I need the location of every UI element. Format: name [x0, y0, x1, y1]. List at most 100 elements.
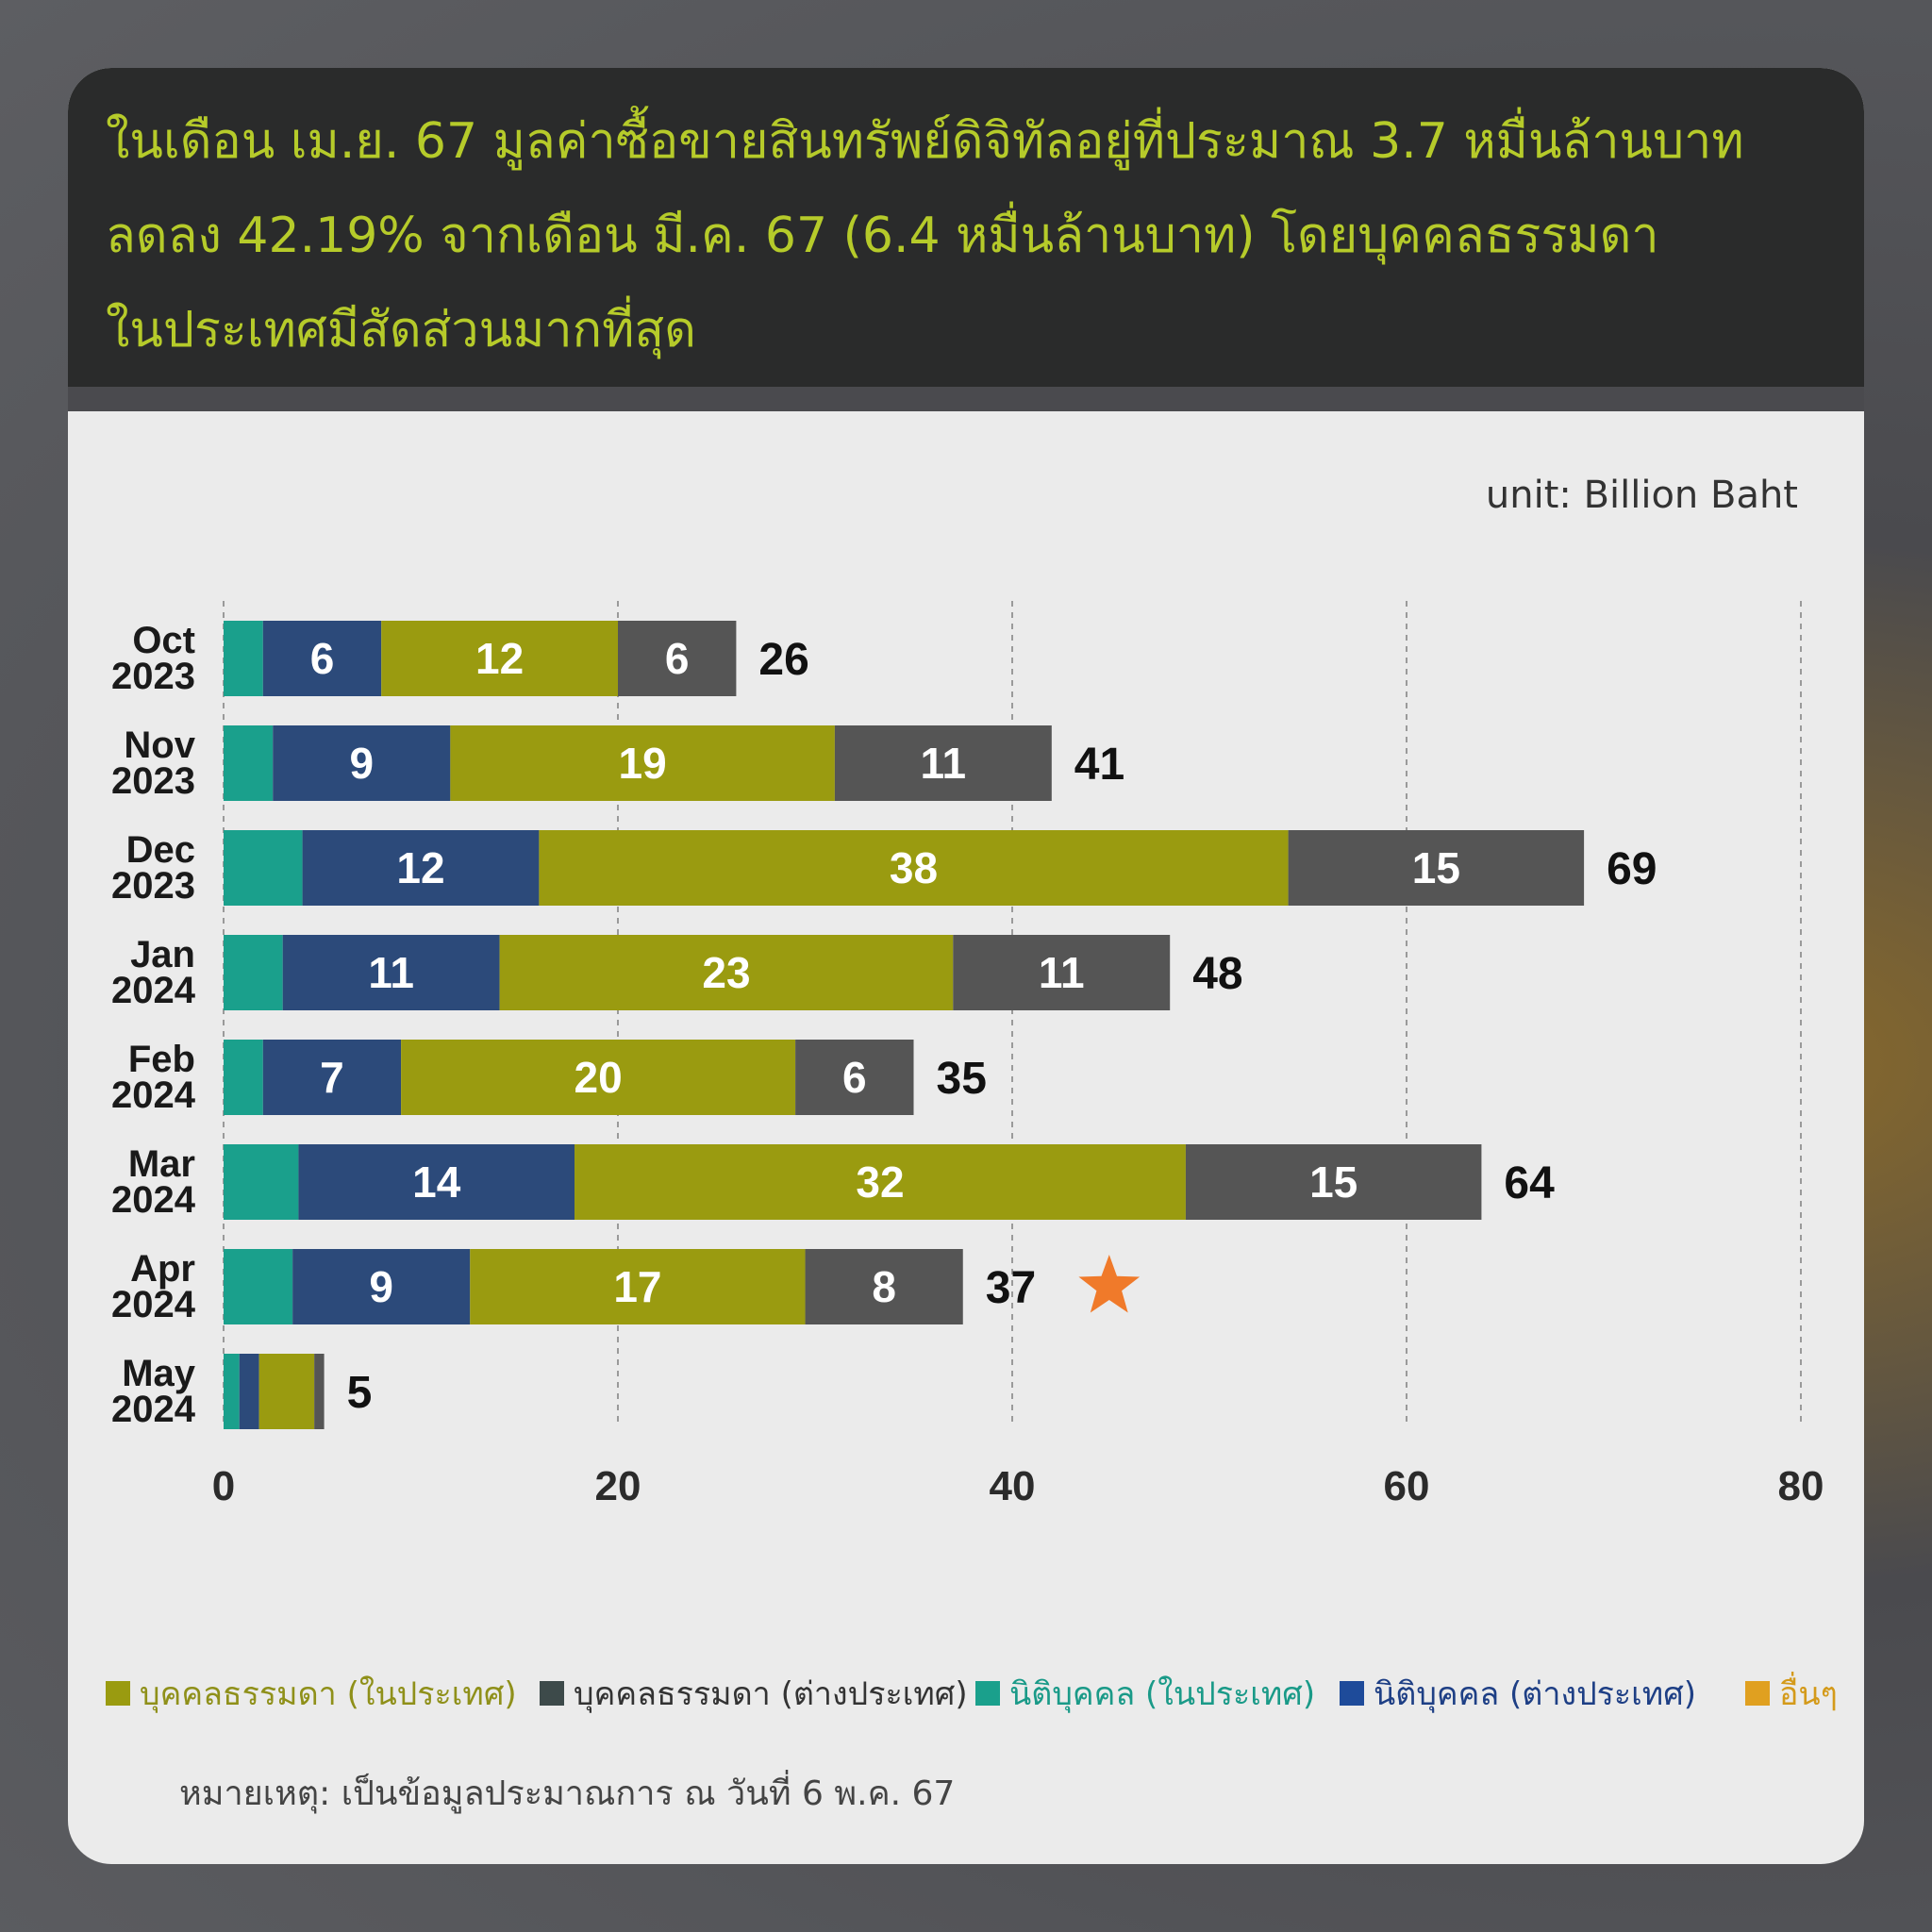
data-label: 15 — [1412, 843, 1460, 892]
data-label: 17 — [613, 1262, 661, 1311]
chart-card: ในเดือน เม.ย. 67 มูลค่าซื้อขายสินทรัพย์ด… — [68, 68, 1864, 1864]
data-label: 32 — [856, 1158, 904, 1207]
y-category-label: 2024 — [111, 1074, 196, 1116]
bar-segment — [470, 1249, 806, 1324]
legend-item-individual-domestic: บุคคลธรรมดา (ในประเทศ) — [106, 1670, 517, 1717]
legend-label: บุคคลธรรมดา (ในประเทศ) — [140, 1675, 517, 1713]
data-label: 38 — [890, 843, 938, 892]
y-category-label: Jan — [130, 934, 195, 975]
headline-line-1: ในเดือน เม.ย. 67 มูลค่าซื้อขายสินทรัพย์ด… — [106, 113, 1744, 170]
headline-line-2: ลดลง 42.19% จากเดือน มี.ค. 67 (6.4 หมื่น… — [106, 208, 1659, 264]
bar-segment — [1288, 830, 1585, 906]
bar-segment — [262, 621, 382, 696]
bar-segment — [314, 1354, 325, 1429]
bar-segment — [499, 935, 954, 1010]
bar-segment — [795, 1040, 914, 1115]
bar-segment — [262, 1040, 402, 1115]
y-category-label: 2023 — [111, 760, 195, 802]
bar-segment — [618, 621, 737, 696]
total-label: 69 — [1607, 844, 1657, 894]
highlight-star-icon — [1078, 1255, 1141, 1313]
bar-segment — [298, 1144, 575, 1220]
y-category-label: 2024 — [111, 1179, 196, 1221]
bar-segment — [834, 725, 1052, 801]
y-category-label: Feb — [128, 1039, 195, 1080]
x-tick-label: 20 — [595, 1463, 641, 1509]
legend-swatch — [540, 1681, 564, 1706]
total-label: 41 — [1074, 740, 1124, 790]
x-tick-label: 80 — [1778, 1463, 1824, 1509]
data-label: 14 — [412, 1158, 461, 1207]
bar-segment — [224, 830, 303, 906]
data-label: 9 — [350, 739, 375, 788]
total-label: 26 — [758, 635, 808, 685]
bar-segment — [224, 1040, 263, 1115]
total-label: 5 — [347, 1368, 373, 1418]
bar-segment — [224, 935, 283, 1010]
y-category-label: 2024 — [111, 970, 196, 1011]
legend-item-others: อื่นๆ — [1745, 1670, 1838, 1717]
data-label: 19 — [619, 739, 667, 788]
bar-segment — [258, 1354, 315, 1429]
bar-segment — [282, 935, 500, 1010]
legend-item-juristic-foreign: นิติบุคคล (ต่างประเทศ) — [1340, 1670, 1696, 1717]
y-category-label: May — [122, 1353, 196, 1394]
x-tick-label: 40 — [990, 1463, 1036, 1509]
legend-label: นิติบุคคล (ต่างประเทศ) — [1374, 1675, 1697, 1713]
y-category-label: Nov — [124, 724, 195, 766]
bar-segment — [273, 725, 451, 801]
headline-line-3: ในประเทศมีสัดส่วนมากที่สุด — [106, 302, 696, 358]
y-category-label: Oct — [132, 620, 195, 661]
legend-swatch — [106, 1681, 130, 1706]
banner-divider — [68, 387, 1864, 411]
bar-segment — [224, 621, 263, 696]
headline: ในเดือน เม.ย. 67 มูลค่าซื้อขายสินทรัพย์ด… — [106, 94, 1841, 377]
data-label: 6 — [310, 634, 335, 683]
bar-segment — [224, 1144, 299, 1220]
data-label: 12 — [475, 634, 524, 683]
bar-segment — [805, 1249, 963, 1324]
bar-segment — [302, 830, 540, 906]
bar-segment — [450, 725, 835, 801]
bar-segment — [401, 1040, 796, 1115]
data-label: 9 — [369, 1262, 393, 1311]
bar-segment — [575, 1144, 1186, 1220]
bar-segment — [953, 935, 1171, 1010]
bar-segment — [292, 1249, 471, 1324]
bar-segment — [224, 725, 274, 801]
data-label: 7 — [320, 1053, 344, 1102]
legend-label: นิติบุคคล (ในประเทศ) — [1009, 1675, 1316, 1713]
bar-segment — [224, 1249, 293, 1324]
data-label: 15 — [1309, 1158, 1357, 1207]
legend-label: บุคคลธรรมดา (ต่างประเทศ) — [574, 1675, 968, 1713]
y-category-label: 2024 — [111, 1389, 196, 1430]
legend-item-individual-foreign: บุคคลธรรมดา (ต่างประเทศ) — [540, 1670, 968, 1717]
data-label: 20 — [575, 1053, 623, 1102]
bar-segment — [1185, 1144, 1482, 1220]
total-label: 35 — [937, 1054, 987, 1104]
data-label: 23 — [702, 948, 750, 997]
data-label: 6 — [665, 634, 690, 683]
y-category-label: Mar — [128, 1143, 195, 1185]
y-category-label: 2023 — [111, 865, 195, 907]
x-tick-label: 0 — [212, 1463, 235, 1509]
footnote: หมายเหตุ: เป็นข้อมูลประมาณการ ณ วันที่ 6… — [179, 1774, 956, 1813]
legend-label: อื่นๆ — [1779, 1675, 1838, 1713]
total-label: 64 — [1504, 1158, 1555, 1208]
data-label: 8 — [872, 1262, 896, 1311]
total-label: 48 — [1192, 949, 1242, 999]
y-category-label: 2023 — [111, 656, 195, 697]
data-label: 12 — [396, 843, 444, 892]
y-category-label: 2024 — [111, 1284, 196, 1325]
total-label: 37 — [986, 1263, 1036, 1313]
data-label: 11 — [921, 739, 967, 788]
y-category-label: Dec — [126, 829, 195, 871]
unit-label: unit: Billion Baht — [1485, 474, 1798, 517]
bar-segment — [381, 621, 618, 696]
legend-item-juristic-domestic: นิติบุคคล (ในประเทศ) — [975, 1670, 1315, 1717]
y-category-label: Apr — [130, 1248, 195, 1290]
data-label: 11 — [368, 948, 414, 997]
bar-segment — [224, 1354, 240, 1429]
data-label: 6 — [842, 1053, 867, 1102]
